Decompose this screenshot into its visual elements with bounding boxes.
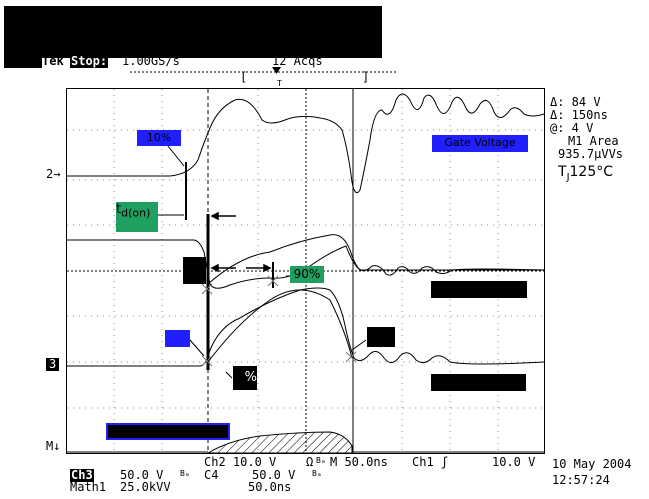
label-90-percent: 90% xyxy=(290,266,324,283)
ch3-scale: 50.0 V xyxy=(120,468,164,482)
date-label: 10 May 2004 xyxy=(552,457,632,471)
label-10-percent-bottom: % xyxy=(233,366,257,390)
math1-timebase: 50.0ns xyxy=(248,480,292,494)
ch4-label[interactable]: C4 xyxy=(204,468,219,482)
redacted-header-left xyxy=(4,54,42,68)
ch3-label[interactable]: Ch3 xyxy=(70,468,94,482)
ch2-impedance: Ω xyxy=(306,455,314,469)
ch3-marker[interactable]: 3 xyxy=(46,358,60,371)
redacted-title-block xyxy=(4,6,382,58)
ch4-scale: 50.0 V xyxy=(252,468,296,482)
math1-label[interactable]: Math1 xyxy=(70,480,107,494)
redacted-label-4 xyxy=(431,374,526,391)
math-marker[interactable]: M↓ xyxy=(46,439,61,453)
trigger-source: Ch1 ʃ xyxy=(412,455,449,469)
redacted-label-3 xyxy=(367,327,395,347)
m1-area-value: 935.7µVVs xyxy=(558,147,624,161)
ch2-marker[interactable]: 2→ xyxy=(46,167,61,181)
ch2-scale: Ch2 10.0 V xyxy=(204,455,277,469)
junction-temperature: TJ125°C xyxy=(558,164,614,183)
brand-label: Tek xyxy=(42,54,64,68)
timebase-label: M 50.0ns xyxy=(330,455,388,469)
redacted-label-1 xyxy=(183,257,206,284)
redacted-blue-box xyxy=(165,330,190,347)
delta-time-readout: Δ: 150ns xyxy=(550,108,608,122)
gate-voltage-label: Gate Voltage xyxy=(432,135,528,152)
run-state-badge[interactable]: Stop: xyxy=(70,54,109,68)
math1-scale: 25.0kVV xyxy=(120,480,171,494)
sample-rate-label: 1.00GS/s xyxy=(122,54,180,68)
acquisitions-label: 12 Acqs xyxy=(272,54,323,68)
ch2-bw-limit: Bₘ xyxy=(316,456,326,465)
trigger-level: 10.0 V xyxy=(492,455,536,469)
ch4-bw-limit: Bₘ xyxy=(312,469,322,478)
delta-voltage-readout: Δ: 84 V xyxy=(550,95,601,109)
redacted-label-2 xyxy=(431,281,527,298)
time-label: 12:57:24 xyxy=(552,473,610,487)
td-on-label: td(on) xyxy=(116,202,158,232)
label-10-percent-top: 10% xyxy=(137,130,181,146)
redacted-bottom-label xyxy=(106,423,230,440)
at-readout: @: 4 V xyxy=(550,121,594,135)
m1-area-label: M1 Area xyxy=(568,134,619,148)
ch3-bw-limit: Bₘ xyxy=(180,469,190,478)
